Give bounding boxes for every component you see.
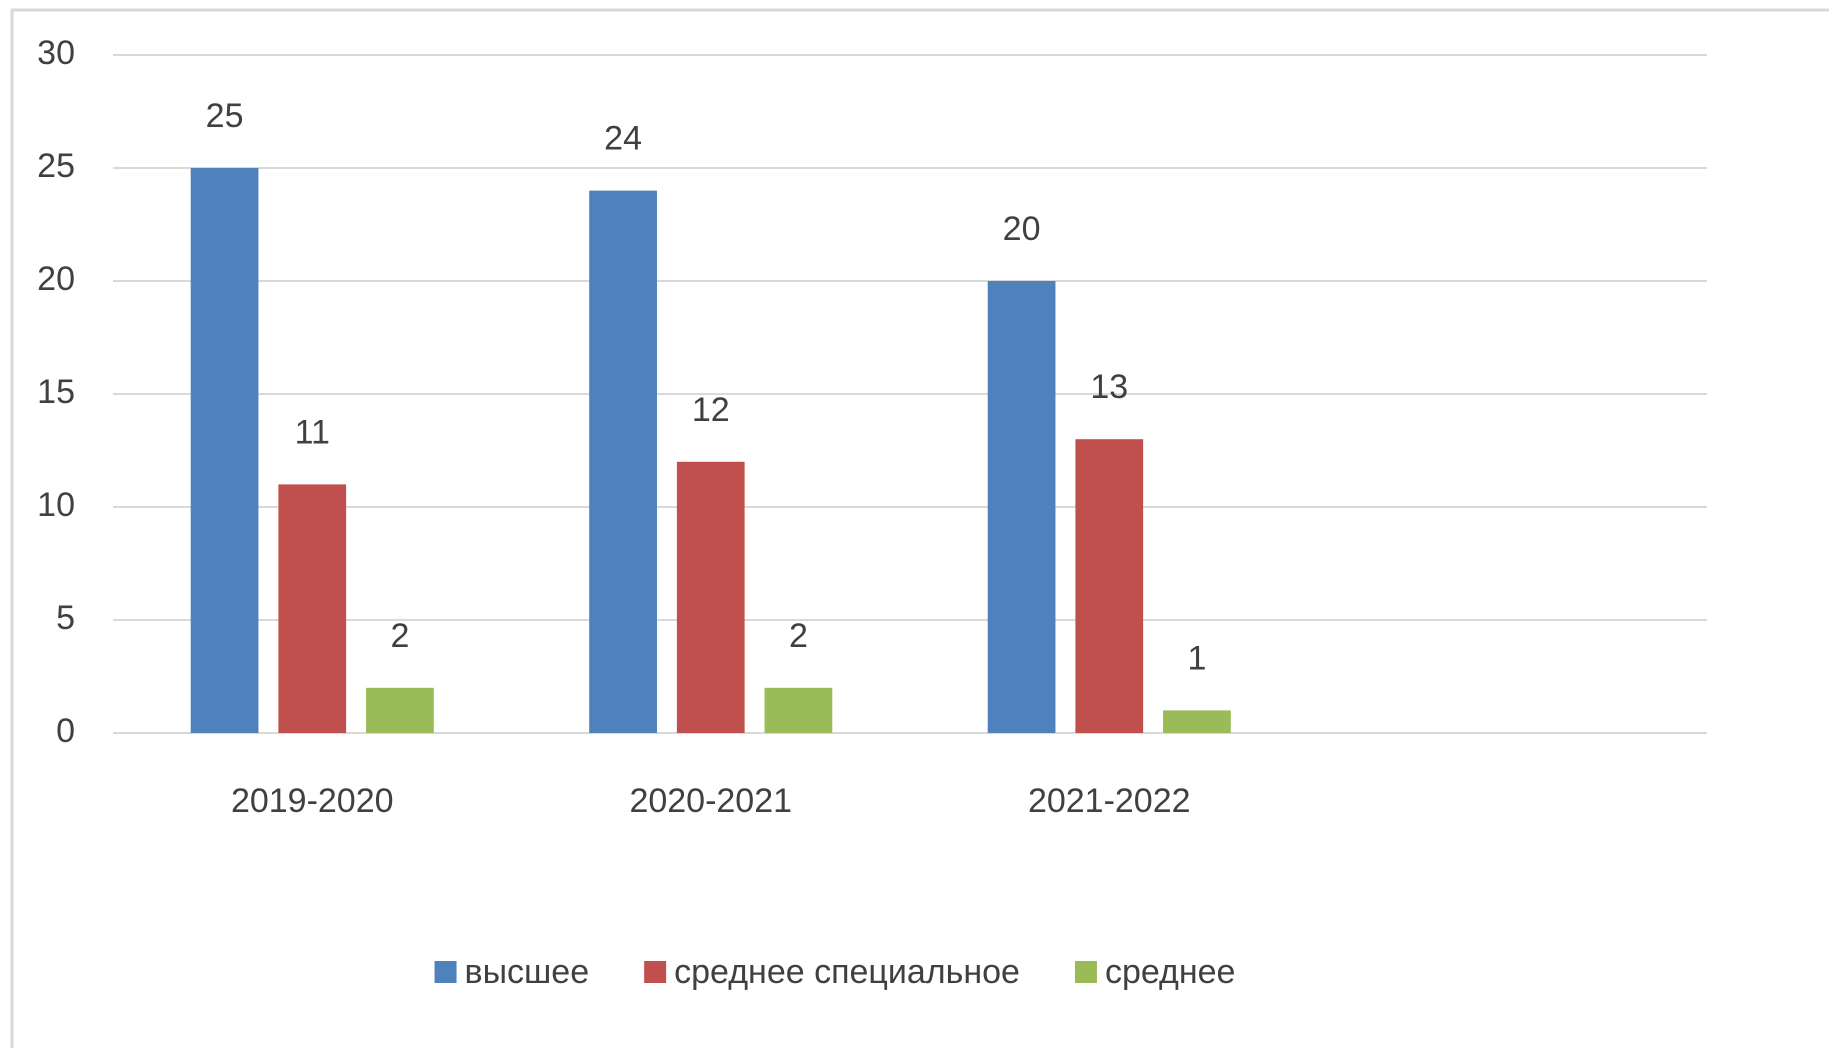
legend-swatch <box>1074 961 1097 983</box>
data-label: 12 <box>692 391 730 429</box>
y-tick-label: 25 <box>37 147 75 185</box>
data-label: 20 <box>1003 210 1041 248</box>
legend-swatch <box>434 961 457 983</box>
y-tick-label: 5 <box>56 599 75 637</box>
x-tick-label: 2020-2021 <box>629 782 792 820</box>
bar <box>987 281 1056 733</box>
bar <box>366 687 434 733</box>
data-label: 24 <box>604 120 642 158</box>
y-tick-label: 30 <box>37 34 75 72</box>
bar <box>676 461 745 733</box>
data-label: 2 <box>789 617 808 655</box>
bar <box>589 190 657 734</box>
y-tick-label: 20 <box>37 260 75 298</box>
bar <box>278 484 347 733</box>
x-tick-label: 2019-2020 <box>231 782 394 820</box>
bar <box>1075 439 1144 733</box>
y-tick-label: 10 <box>37 486 75 524</box>
data-label: 2 <box>390 617 409 655</box>
legend-label: высшее <box>465 953 590 991</box>
bar <box>1163 710 1231 733</box>
bar <box>764 687 833 733</box>
legend-label: среднее <box>1105 953 1236 991</box>
data-label: 25 <box>206 97 244 135</box>
data-label: 11 <box>295 413 330 451</box>
legend-swatch <box>644 961 667 983</box>
legend-label: среднее специальное <box>674 953 1020 991</box>
y-tick-label: 15 <box>37 373 75 411</box>
y-tick-label: 0 <box>56 712 75 750</box>
data-label: 13 <box>1090 368 1128 406</box>
x-tick-label: 2021-2022 <box>1028 782 1191 820</box>
data-label: 1 <box>1187 639 1206 677</box>
bar <box>190 168 259 733</box>
